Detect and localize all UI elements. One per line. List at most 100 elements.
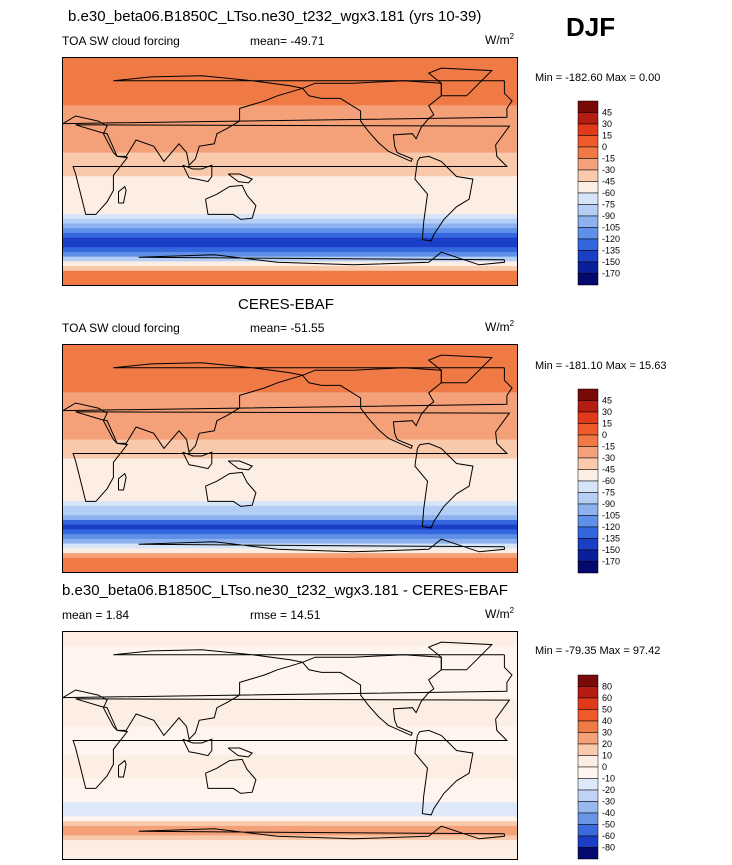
colorbar-tick-label: -105 — [602, 223, 620, 233]
field-band — [63, 223, 517, 229]
field-band — [63, 444, 517, 450]
colorbar-box — [577, 526, 599, 539]
field-band — [63, 769, 517, 775]
field-band — [63, 114, 517, 121]
field-band — [63, 816, 517, 822]
colorbar-box — [577, 492, 599, 505]
colorbar-tick-label: 0 — [602, 430, 607, 440]
colorbar-tick-label: 60 — [602, 693, 612, 703]
field-band — [63, 736, 517, 742]
field-band — [63, 256, 517, 262]
field-band — [63, 124, 517, 130]
colorbar-tick-label: -90 — [602, 499, 615, 509]
field-band — [63, 529, 517, 535]
colorbar-tick-label: 45 — [602, 108, 612, 118]
colorbar-box — [577, 686, 599, 699]
field-band — [63, 505, 517, 512]
field-band — [63, 449, 517, 455]
field-band — [63, 515, 517, 521]
colorbar-box — [577, 411, 599, 424]
panel1-map — [62, 57, 518, 286]
field-band — [63, 133, 517, 139]
field-band — [63, 345, 517, 351]
panel2-map — [62, 344, 518, 573]
field-band — [63, 373, 517, 379]
field-band — [63, 693, 517, 699]
field-band — [63, 698, 517, 704]
field-band — [63, 162, 517, 168]
colorbar-tick-label: -75 — [602, 488, 615, 498]
field-band — [63, 143, 517, 149]
colorbar-box — [577, 538, 599, 551]
colorbar-box — [577, 434, 599, 447]
field-band — [63, 486, 517, 493]
coastline — [72, 698, 511, 789]
colorbar-box — [577, 755, 599, 768]
colorbar-box — [577, 192, 599, 205]
field-band — [63, 632, 517, 638]
field-band — [63, 430, 517, 436]
field-band — [63, 548, 517, 554]
field-band — [63, 110, 517, 116]
field-band — [63, 553, 517, 559]
field-band — [63, 655, 517, 661]
field-band — [63, 477, 517, 483]
field-band — [63, 214, 517, 220]
field-band — [63, 792, 517, 799]
panel2-field-label: TOA SW cloud forcing — [62, 321, 180, 335]
field-band — [63, 567, 517, 572]
panel1-colorbar: 45 30 15 0 -15 -30 -45 -60 -75 -90 -105 -120 -135 -15… — [577, 100, 638, 286]
coastline — [205, 184, 257, 220]
colorbar-tick-label: -60 — [602, 188, 615, 198]
colorbar-tick-label: -135 — [602, 534, 620, 544]
field-band — [63, 180, 517, 187]
colorbar-box — [577, 423, 599, 436]
colorbar-tick-label: -20 — [602, 785, 615, 795]
coastline — [138, 825, 505, 840]
field-band — [63, 764, 517, 770]
colorbar-tick-label: 30 — [602, 407, 612, 417]
colorbar-tick-label: -15 — [602, 154, 615, 164]
field-band — [63, 788, 517, 794]
coastline — [138, 251, 505, 266]
field-band — [63, 778, 517, 784]
panel3-units: W/m2 — [485, 606, 515, 621]
field-band — [63, 392, 517, 398]
field-band — [63, 425, 517, 431]
field-band — [63, 62, 517, 69]
colorbar-box — [577, 674, 599, 687]
field-band — [63, 81, 517, 87]
field-band — [63, 228, 517, 234]
colorbar-box — [577, 801, 599, 814]
field-band — [63, 218, 517, 225]
field-band — [63, 420, 517, 426]
colorbar-tick-label: 0 — [602, 762, 607, 772]
panel1-field-label: TOA SW cloud forcing — [62, 34, 180, 48]
colorbar-tick-label: 50 — [602, 705, 612, 715]
panel3-minmax: Min = -79.35 Max = 97.42 — [535, 645, 661, 657]
colorbar-box — [577, 697, 599, 710]
panel1-title: b.e30_beta06.B1850C_LTso.ne30_t232_wgx3.… — [68, 8, 482, 25]
colorbar-tick-label: -105 — [602, 511, 620, 521]
field-band — [63, 86, 517, 92]
panel2-map-plot — [63, 345, 517, 572]
colorbar-tick-label: -75 — [602, 200, 615, 210]
colorbar-box — [577, 100, 599, 113]
coastline — [182, 451, 213, 470]
colorbar-box — [577, 720, 599, 733]
field-band — [63, 510, 517, 516]
field-band — [63, 195, 517, 201]
field-band — [63, 190, 517, 196]
colorbar-tick-label: 45 — [602, 396, 612, 406]
field-band — [63, 811, 517, 818]
coastline — [182, 738, 213, 757]
field-band — [63, 496, 517, 502]
field-band — [63, 557, 517, 564]
field-band — [63, 76, 517, 83]
field-band — [63, 415, 517, 422]
colorbar-tick-label: 20 — [602, 739, 612, 749]
field-band — [63, 261, 517, 267]
field-band — [63, 91, 517, 97]
field-band — [63, 669, 517, 676]
